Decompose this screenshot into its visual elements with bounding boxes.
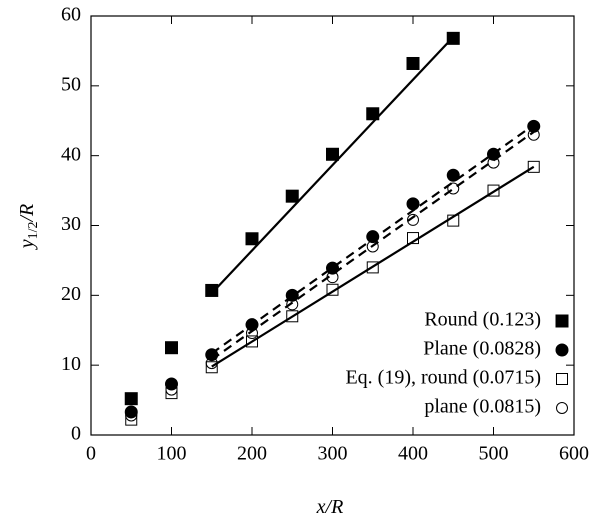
data-point [124, 405, 138, 419]
x-tick-label: 500 [479, 443, 509, 465]
data-point [165, 383, 178, 396]
data-point [487, 184, 500, 197]
y-tick-label: 0 [71, 423, 81, 445]
data-point [366, 107, 380, 121]
y-tick-label: 30 [61, 213, 81, 235]
y-label-var: y [16, 239, 38, 250]
data-point [406, 197, 420, 211]
data-point [205, 357, 218, 370]
plot-frame [90, 15, 575, 436]
legend-label: Round (0.123) [424, 309, 541, 331]
fit-line [210, 36, 455, 294]
data-point [165, 341, 178, 355]
data-point [205, 361, 218, 374]
y-label-sub: 1/2 [26, 222, 41, 240]
data-point [447, 182, 460, 195]
fit-line [211, 131, 535, 361]
y-tick-label: 60 [61, 4, 81, 26]
data-point [286, 298, 299, 311]
data-point [205, 283, 219, 297]
data-point [366, 230, 380, 244]
data-point [246, 327, 258, 340]
x-label-var: x [316, 496, 326, 518]
data-point [245, 232, 259, 246]
data-point [246, 335, 258, 348]
y-axis-label: y1/2/R [16, 204, 42, 251]
data-point [125, 409, 138, 422]
data-point [285, 189, 299, 203]
data-point [285, 288, 299, 302]
data-point [286, 310, 299, 323]
y-tick-label: 10 [61, 353, 81, 375]
y-label-rest: /R [16, 204, 38, 223]
data-point [366, 261, 379, 274]
legend-marker [555, 314, 569, 328]
legend-marker [555, 343, 569, 357]
data-point [165, 387, 178, 400]
data-point [326, 283, 339, 296]
y-tick-label: 20 [61, 283, 81, 305]
legend-label: plane (0.0815) [424, 396, 541, 418]
x-tick-label: 300 [318, 443, 348, 465]
data-point [446, 31, 460, 45]
data-point [527, 128, 540, 141]
legend-marker [556, 373, 568, 385]
x-tick-label: 400 [398, 443, 428, 465]
data-point [124, 392, 138, 406]
data-point [487, 156, 500, 169]
data-point [406, 56, 420, 70]
data-point [527, 160, 540, 173]
x-axis-label: x/R [316, 496, 344, 518]
x-tick-label: 100 [157, 443, 187, 465]
fit-line [211, 165, 535, 368]
legend-label: Eq. (19), round (0.0715) [345, 367, 541, 389]
data-point [447, 214, 460, 227]
data-point [125, 413, 138, 426]
data-point [326, 271, 339, 284]
data-point [326, 147, 339, 161]
legend-marker [556, 402, 568, 414]
data-point [446, 168, 460, 182]
data-point [366, 240, 379, 253]
legend-label: Plane (0.0828) [423, 338, 541, 360]
data-point [407, 213, 419, 226]
x-label-rest: /R [325, 496, 344, 518]
y-tick-label: 50 [61, 73, 81, 95]
data-point [407, 232, 419, 245]
x-tick-label: 600 [559, 443, 589, 465]
y-tick-label: 40 [61, 143, 81, 165]
x-tick-label: 0 [86, 443, 96, 465]
x-tick-label: 200 [237, 443, 267, 465]
